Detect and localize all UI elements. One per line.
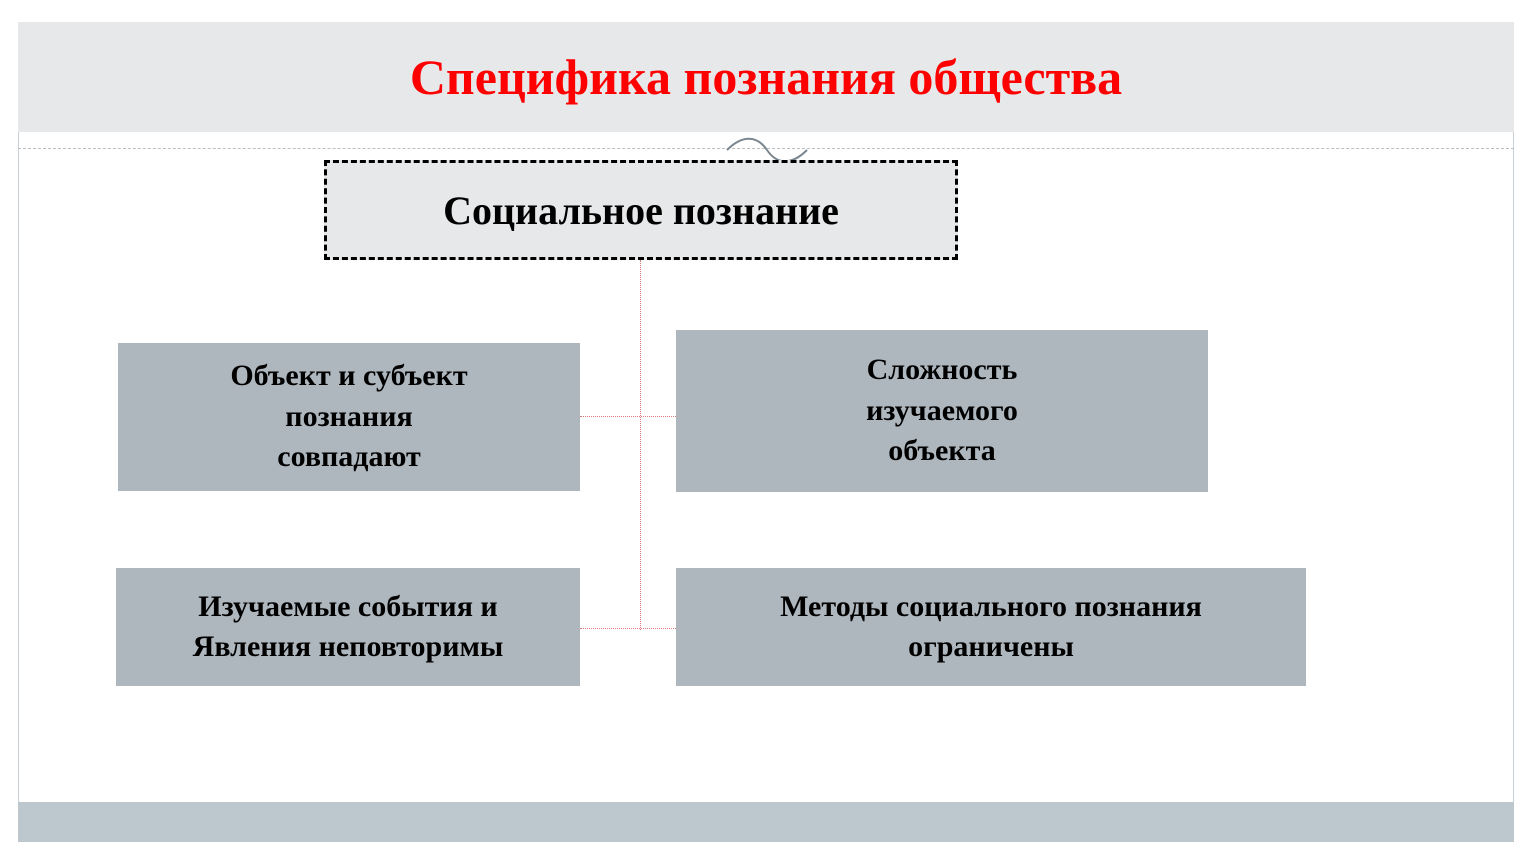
connector-row1-left (580, 416, 640, 417)
slide-title: Специфика познания общества (410, 48, 1122, 106)
leaf-node-4: Методы социального познания ограничены (676, 566, 1306, 688)
connector-row2-right (641, 628, 676, 629)
leaf-node-2: Сложность изучаемого объекта (676, 328, 1208, 494)
leaf-node-4-label: Методы социального познания ограничены (780, 587, 1202, 668)
leaf-node-3-label: Изучаемые события и Явления неповторимы (193, 587, 504, 668)
leaf-node-1: Объект и субъект познания совпадают (118, 341, 580, 493)
leaf-node-1-label: Объект и субъект познания совпадают (230, 356, 467, 478)
root-node-label: Социальное познание (443, 187, 839, 234)
connector-row1-right (641, 416, 676, 417)
footer-band (18, 802, 1514, 842)
leaf-node-3: Изучаемые события и Явления неповторимы (116, 566, 580, 688)
root-node: Социальное познание (324, 160, 958, 260)
slide: Специфика познания общества Социальное п… (0, 0, 1533, 864)
connector-row2-left (580, 628, 640, 629)
title-bar: Специфика познания общества (18, 22, 1514, 132)
leaf-node-2-label: Сложность изучаемого объекта (866, 350, 1018, 472)
connector-trunk (640, 260, 641, 630)
